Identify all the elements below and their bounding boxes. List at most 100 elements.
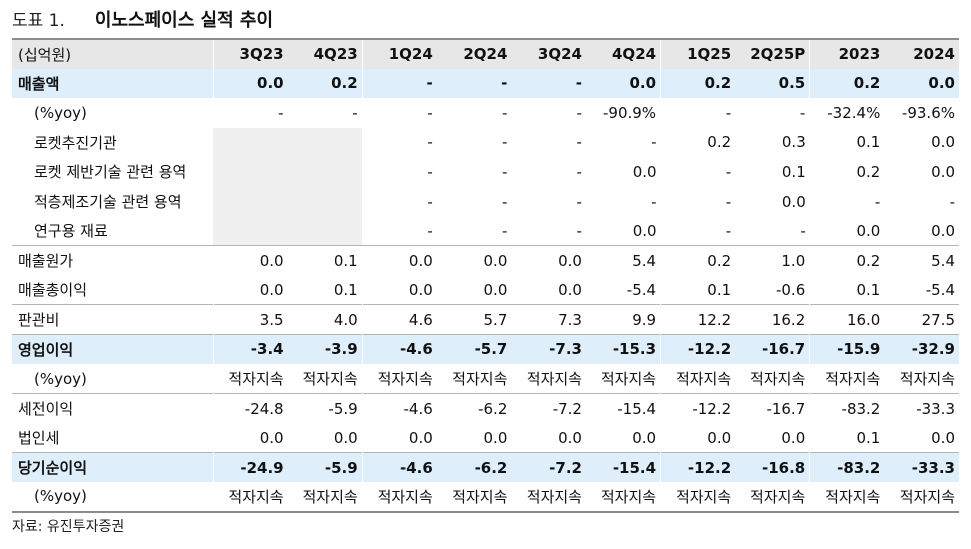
table-cell: 0.1 [660, 275, 736, 305]
table-cell: - [361, 68, 437, 99]
table-cell: 0.0 [436, 245, 512, 276]
table-cell: - [651, 192, 657, 211]
table-cell: -15.4 [585, 393, 661, 424]
table-cell: 적자지속 [287, 482, 363, 513]
table-row-revenue: 매출액 0.0 0.2- - -0.0 0.2 0.5 0.2 0.0 [12, 68, 959, 99]
table-cell: 7.3 [511, 304, 586, 335]
table-cell: -0.6 [775, 280, 806, 299]
table-cell [287, 127, 363, 158]
table-cell: 적자지속 [585, 482, 661, 513]
table-cell: - [949, 192, 955, 211]
table-cell: 적자지속 [452, 370, 508, 389]
table-cell [213, 216, 288, 246]
row-label: 영업이익 [12, 333, 213, 365]
table-cell: - [660, 98, 736, 128]
row-label: 매출총이익 [18, 281, 88, 300]
figure-title-row: 도표 1. 이노스페이스 실적 추이 [12, 6, 273, 34]
table-cell: 3.5 [212, 304, 288, 335]
table-cell: 적자지속 [212, 364, 288, 394]
table-cell: - [501, 133, 508, 152]
row-label: 매출원가 [12, 245, 213, 276]
table-cell: - [874, 192, 881, 211]
table-cell: 5.4 [884, 245, 959, 276]
table-cell: 5.7 [436, 304, 512, 335]
table-cell: - [436, 68, 512, 99]
table-row-operating-profit-yoy: (%yoy) 적자지속 적자지속 적자지속 적자지속 적자지속 적자지속 적자지속 적자지속 적자… [12, 364, 959, 394]
table-cell: - [427, 192, 433, 211]
figure-label: 도표 1. [12, 11, 65, 31]
table-cell: 0.1 [809, 275, 885, 305]
table-cell: 0.2 [707, 133, 732, 152]
table-cell: 0.0 [884, 68, 959, 99]
table-cell: -4.6 [361, 452, 437, 483]
table-row-pretax-income: 세전이익 -24.8 -5.9 -4.6 -6.2 -7.2 -15.4 -12.2 -16.7… [12, 393, 959, 424]
table-cell: -83.2 [809, 452, 885, 483]
table-cell: 0.0 [212, 68, 288, 99]
column-header-2q24: 2Q24 [436, 38, 512, 69]
row-label: (%yoy) [34, 103, 87, 122]
table-cell: 0.0 [856, 221, 881, 240]
table-cell: 적자지속 [436, 482, 512, 513]
column-header-2q25p: 2Q25P [735, 38, 810, 69]
table-cell [213, 127, 288, 158]
table-cell: 0.0 [632, 428, 657, 447]
table-cell: 0.0 [585, 68, 661, 99]
table-cell: -16.7 [735, 333, 810, 365]
table-cell: 16.2 [735, 304, 810, 335]
row-label: 적층제조기술 관련 용역 [34, 193, 182, 211]
table-cell: 적자지속 [212, 482, 288, 513]
table-cell: 적자지속 [660, 364, 736, 394]
table-cell: -90.9% [602, 103, 657, 122]
unit-header: (십억원) [12, 38, 213, 69]
table-cell: - [212, 98, 288, 128]
table-cell: 0.0 [212, 275, 288, 305]
table-cell: -12.2 [660, 452, 736, 483]
table-cell: - [501, 192, 508, 211]
table-cell: 적자지속 [600, 370, 657, 389]
column-header-2023: 2023 [809, 38, 885, 69]
row-label: 판관비 [12, 304, 213, 335]
table-cell: - [576, 133, 582, 152]
figure-title: 이노스페이스 실적 추이 [94, 10, 274, 31]
header-row: (십억원) 3Q23 4Q23 1Q24 2Q24 3Q24 4Q24 1Q25… [12, 38, 959, 69]
table-cell: 0.2 [809, 245, 885, 276]
table-cell [287, 157, 363, 187]
table-row-net-income-yoy: (%yoy) 적자지속 적자지속 적자지속 적자지속 적자지속 적자지속 적자지속 적자지속 적자… [12, 482, 959, 513]
row-label: 연구용 재료 [34, 222, 108, 241]
table-cell: -7.3 [511, 333, 586, 365]
table-cell [213, 186, 288, 217]
table-cell: 0.0 [483, 280, 508, 299]
table-cell: - [800, 221, 806, 240]
table-cell: 0.1 [287, 245, 363, 276]
table-cell: - [352, 103, 358, 122]
table-cell: 0.0 [558, 428, 582, 447]
table-cell: -93.6% [901, 103, 955, 122]
table-cell: -4.6 [361, 333, 437, 365]
table-cell: -3.9 [287, 333, 363, 365]
table-cell: -5.4 [925, 280, 955, 299]
table-cell: 0.2 [660, 68, 736, 99]
table-cell: -4.6 [361, 393, 437, 424]
table-cell: 적자지속 [526, 370, 582, 389]
table-cell: 0.0 [781, 192, 806, 211]
table-cell: 0.0 [931, 428, 955, 447]
column-header-1q24: 1Q24 [361, 38, 437, 69]
table-cell: - [576, 162, 582, 181]
column-header-3q24: 3Q24 [511, 38, 586, 69]
table-cell: 적자지속 [302, 370, 358, 389]
table-cell: 0.0 [361, 275, 437, 305]
row-label: 로켓추진기관 [34, 133, 117, 152]
table-cell: 적자지속 [809, 482, 885, 513]
table-row-rocket-tech-service: 로켓 제반기술 관련 용역 - - - 0.0 - 0.1 0.2 0.0 [12, 157, 959, 187]
table-cell: 0.0 [333, 428, 358, 447]
table-row-cost-of-sales: 매출원가 0.0 0.1 0.0 0.0 0.0 5.4 0.2 1.0 0.2 5.4 [12, 245, 959, 276]
row-label: 세전이익 [12, 393, 213, 424]
table-cell: 0.0 [931, 133, 955, 152]
table-cell: - [651, 133, 657, 152]
table-cell: -16.8 [735, 452, 810, 483]
table-cell: - [361, 98, 437, 128]
table-cell: - [576, 103, 582, 122]
row-label: 로켓 제반기술 관련 용역 [34, 163, 187, 182]
table-cell: -6.2 [436, 452, 512, 483]
table-cell: 0.0 [632, 221, 657, 240]
